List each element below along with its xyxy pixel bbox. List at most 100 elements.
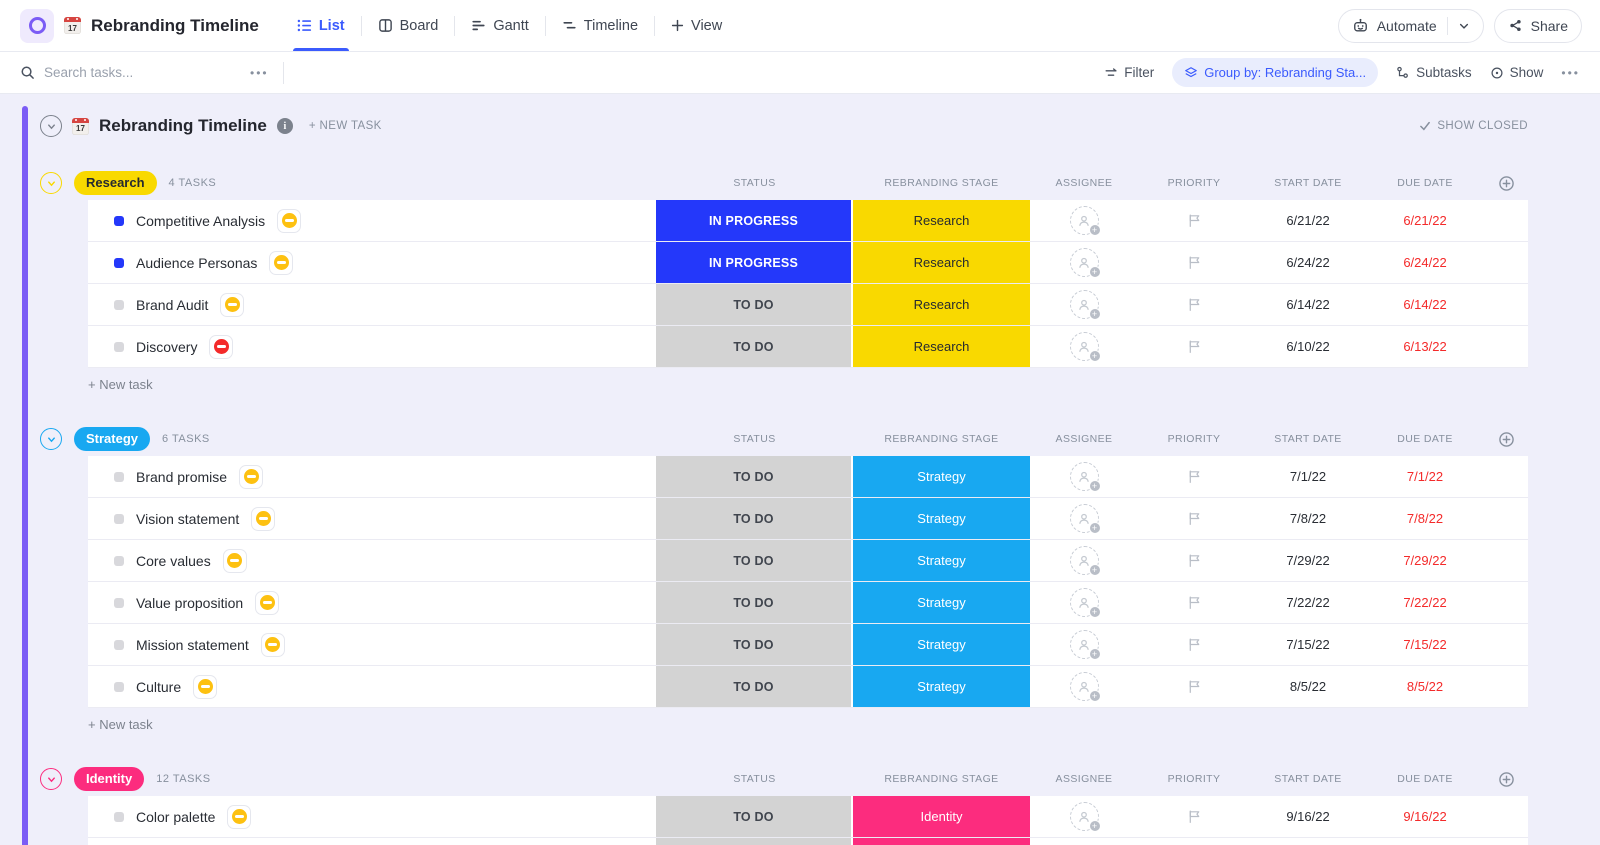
column-header-priority[interactable]: PRIORITY <box>1167 773 1221 785</box>
assignee-add-icon[interactable] <box>1069 290 1101 320</box>
search-more-button[interactable]: ••• <box>250 65 269 80</box>
task-name[interactable]: Brand promise <box>136 468 228 485</box>
filter-button[interactable]: Filter <box>1104 65 1154 80</box>
column-header-assignee[interactable]: ASSIGNEE <box>1055 177 1113 189</box>
task-dash-badge-icon[interactable] <box>269 250 294 275</box>
add-column-icon[interactable] <box>1498 431 1515 448</box>
task-assignee-cell[interactable] <box>1030 666 1138 707</box>
task-row[interactable]: Core values TO DO Strategy 7/29/22 7/29/… <box>88 540 1528 582</box>
group-by-button[interactable]: Group by: Rebranding Sta... <box>1172 58 1379 87</box>
column-header-status[interactable]: STATUS <box>733 177 776 189</box>
task-row-partial[interactable] <box>88 838 1528 845</box>
assignee-add-icon[interactable] <box>1069 630 1101 660</box>
task-due-date[interactable]: 7/1/22 <box>1406 469 1444 484</box>
task-start-date[interactable]: 7/15/22 <box>1286 637 1330 652</box>
group-badge[interactable]: Strategy <box>74 427 151 451</box>
task-status-square[interactable] <box>114 341 124 352</box>
task-assignee-cell[interactable] <box>1030 582 1138 623</box>
task-priority-cell[interactable] <box>1138 456 1250 497</box>
column-header-rebranding-stage[interactable]: REBRANDING STAGE <box>884 177 999 189</box>
task-priority-cell[interactable] <box>1138 326 1250 367</box>
info-icon[interactable] <box>276 118 293 134</box>
task-start-date[interactable]: 6/14/22 <box>1286 297 1330 312</box>
task-priority-cell[interactable] <box>1138 666 1250 707</box>
column-header-status[interactable]: STATUS <box>733 433 776 445</box>
task-stage-cell[interactable]: Research <box>853 284 1030 325</box>
task-stage-cell[interactable]: Research <box>853 326 1030 367</box>
task-status-square[interactable] <box>114 513 124 524</box>
task-priority-cell[interactable] <box>1138 582 1250 623</box>
task-assignee-cell[interactable] <box>1030 838 1138 845</box>
column-header-priority[interactable]: PRIORITY <box>1167 177 1221 189</box>
tab-list[interactable]: List <box>281 0 361 51</box>
task-status-cell[interactable]: TO DO <box>656 284 851 325</box>
group-chevron-icon[interactable] <box>40 768 62 790</box>
task-dash-badge-icon[interactable] <box>193 674 218 699</box>
task-assignee-cell[interactable] <box>1030 326 1138 367</box>
task-due-date[interactable]: 7/8/22 <box>1406 511 1444 526</box>
task-assignee-cell[interactable] <box>1030 284 1138 325</box>
task-name[interactable]: Value proposition <box>136 594 244 611</box>
task-status-cell[interactable]: TO DO <box>656 498 851 539</box>
task-name[interactable]: Vision statement <box>136 510 240 527</box>
task-priority-cell[interactable] <box>1138 498 1250 539</box>
task-assignee-cell[interactable] <box>1030 200 1138 241</box>
task-due-date[interactable]: 7/15/22 <box>1403 637 1447 652</box>
subtasks-button[interactable]: Subtasks <box>1396 65 1472 80</box>
assignee-add-icon[interactable] <box>1069 802 1101 832</box>
assignee-add-icon[interactable] <box>1069 546 1101 576</box>
column-header-priority[interactable]: PRIORITY <box>1167 433 1221 445</box>
task-dash-badge-icon[interactable] <box>209 334 234 359</box>
task-dash-badge-icon[interactable] <box>222 548 247 573</box>
task-dash-badge-icon[interactable] <box>277 208 302 233</box>
task-due-date[interactable]: 6/13/22 <box>1403 339 1447 354</box>
tab-gantt[interactable]: Gantt <box>455 0 544 51</box>
assignee-add-icon[interactable] <box>1069 462 1101 492</box>
task-status-square[interactable] <box>114 215 124 226</box>
task-name[interactable]: Culture <box>136 678 182 695</box>
column-header-due-date[interactable]: DUE DATE <box>1397 773 1453 785</box>
task-priority-cell[interactable] <box>1138 242 1250 283</box>
search-input[interactable] <box>44 65 194 80</box>
task-status-square[interactable] <box>114 639 124 650</box>
column-header-rebranding-stage[interactable]: REBRANDING STAGE <box>884 433 999 445</box>
task-start-date[interactable]: 6/21/22 <box>1286 213 1330 228</box>
assignee-add-icon[interactable] <box>1069 504 1101 534</box>
task-dash-badge-icon[interactable] <box>227 804 252 829</box>
task-stage-cell[interactable] <box>853 838 1030 845</box>
task-status-square[interactable] <box>114 811 124 822</box>
add-view-button[interactable]: View <box>655 0 738 51</box>
task-name[interactable]: Color palette <box>136 808 216 825</box>
task-start-date[interactable]: 9/16/22 <box>1286 809 1330 824</box>
task-stage-cell[interactable]: Strategy <box>853 498 1030 539</box>
list-collapse-chevron-icon[interactable] <box>40 115 62 137</box>
task-priority-cell[interactable] <box>1138 540 1250 581</box>
task-dash-badge-icon[interactable] <box>255 590 280 615</box>
task-status-cell[interactable]: TO DO <box>656 582 851 623</box>
task-start-date[interactable]: 7/22/22 <box>1286 595 1330 610</box>
task-start-date[interactable]: 7/1/22 <box>1289 469 1327 484</box>
tab-timeline[interactable]: Timeline <box>546 0 654 51</box>
task-priority-cell[interactable] <box>1138 624 1250 665</box>
add-column-icon[interactable] <box>1498 771 1515 788</box>
automate-button[interactable]: Automate <box>1337 8 1484 43</box>
task-assignee-cell[interactable] <box>1030 540 1138 581</box>
group-badge[interactable]: Research <box>74 171 157 195</box>
task-stage-cell[interactable]: Strategy <box>853 456 1030 497</box>
task-due-date[interactable]: 7/22/22 <box>1403 595 1447 610</box>
task-due-date[interactable]: 9/16/22 <box>1403 809 1447 824</box>
task-stage-cell[interactable]: Research <box>853 242 1030 283</box>
task-status-cell[interactable]: IN PROGRESS <box>656 200 851 241</box>
task-dash-badge-icon[interactable] <box>260 632 285 657</box>
task-name[interactable]: Brand Audit <box>136 296 209 313</box>
task-due-date[interactable]: 6/14/22 <box>1403 297 1447 312</box>
task-start-date[interactable] <box>1250 838 1366 845</box>
task-status-square[interactable] <box>114 555 124 566</box>
task-status-square[interactable] <box>114 597 124 608</box>
task-stage-cell[interactable]: Strategy <box>853 666 1030 707</box>
task-row[interactable]: Mission statement TO DO Strategy 7/15/22… <box>88 624 1528 666</box>
column-header-start-date[interactable]: START DATE <box>1274 177 1342 189</box>
task-row[interactable]: Culture TO DO Strategy 8/5/22 8/5/22 <box>88 666 1528 708</box>
assignee-add-icon[interactable] <box>1069 588 1101 618</box>
task-status-cell[interactable]: IN PROGRESS <box>656 242 851 283</box>
